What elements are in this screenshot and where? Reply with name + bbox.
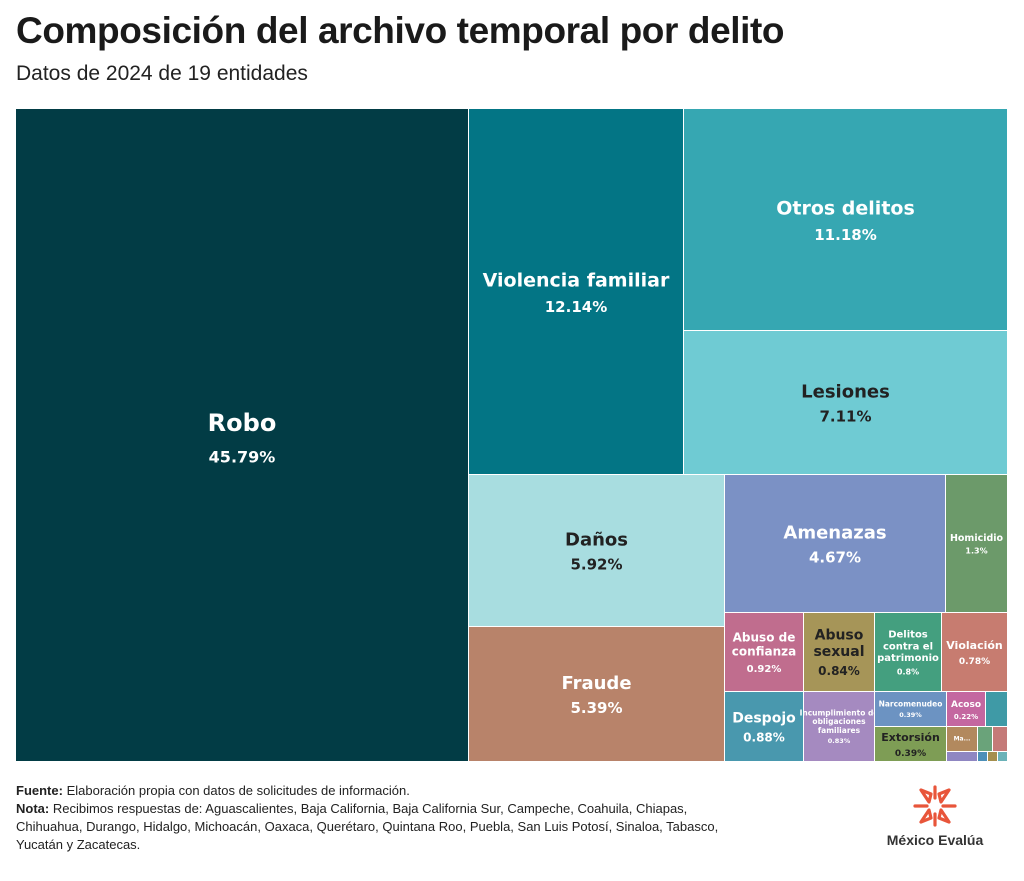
source-line: Fuente: Elaboración propia con datos de … (16, 782, 736, 800)
tile-name-label: sexual (813, 644, 864, 660)
tile-name-label: Otros delitos (776, 198, 915, 220)
tile-despojo (725, 692, 803, 761)
tile-value-label: 5.39% (570, 699, 622, 717)
tile-small-remainder (986, 692, 1007, 726)
chart-title: Composición del archivo temporal por del… (16, 10, 785, 51)
tile-value-label: 5.92% (570, 556, 622, 574)
tile-name-label: Daños (565, 529, 628, 550)
tile-value-label: 0.84% (818, 664, 860, 678)
tile-small-remainder (978, 752, 987, 761)
tile-value-label: 0.78% (959, 657, 990, 667)
tile-lesiones (684, 331, 1007, 474)
tile-value-label: 4.67% (809, 549, 861, 567)
asterisk-star-icon (913, 785, 957, 827)
tile-abuso-sexual (804, 613, 874, 691)
source-text: Elaboración propia con datos de solicitu… (66, 783, 410, 798)
tile-value-label: 0.83% (828, 737, 851, 745)
tile-value-label: 0.22% (954, 713, 978, 721)
tile-name-label: Acoso (951, 700, 981, 710)
tile-amenazas (725, 475, 945, 612)
tile-extorsión (875, 727, 946, 761)
brand-logo: México Evalúa (880, 784, 990, 854)
tile-daños (469, 475, 724, 626)
note-label: Nota: (16, 801, 50, 816)
tile-name-label: Abuso de (733, 631, 796, 645)
tile-name-label: Extorsión (881, 731, 940, 744)
tile-name-label: Fraude (561, 673, 631, 694)
tile-name-label: Narcomenudeo (879, 700, 943, 709)
source-label: Fuente: (16, 783, 63, 798)
note-line: Nota: Recibimos respuestas de: Aguascali… (16, 800, 736, 854)
tile-small-remainder (993, 727, 1007, 751)
tile-name-label: Lesiones (801, 381, 890, 402)
tile-name-label: Robo (208, 409, 277, 437)
footer-notes: Fuente: Elaboración propia con datos de … (16, 782, 736, 854)
tile-value-label: 0.88% (743, 730, 785, 744)
tile-name-label: Ma... (954, 736, 971, 743)
tile-small-remainder (998, 752, 1007, 761)
tile-name-label: Homicidio (950, 533, 1004, 544)
tile-value-label: 1.3% (965, 547, 987, 556)
tile-incumplimiento-de-obligaciones-familiares (804, 692, 874, 761)
tile-name-label: patrimonio (877, 653, 939, 664)
tile-name-label: Delitos (888, 630, 928, 641)
tile-name-label: Violencia familiar (483, 270, 670, 292)
tile-value-label: 0.8% (897, 668, 919, 677)
tile-ma- (947, 727, 977, 751)
tile-homicidio (946, 475, 1007, 612)
treemap-chart: Robo 45.79% Violencia familiar 12.14% Otros … (16, 109, 1007, 761)
tile-name-label: contra el (883, 641, 933, 652)
tile-name-label: familiares (818, 726, 861, 735)
tile-abuso-de-confianza (725, 613, 803, 691)
tile-small-remainder (988, 752, 997, 761)
tile-name-label: Violación (946, 639, 1003, 652)
tile-name-label: Despojo (732, 710, 796, 726)
tile-value-label: 12.14% (545, 298, 607, 316)
tile-value-label: 7.11% (819, 408, 871, 426)
tile-value-label: 0.39% (899, 711, 922, 719)
tile-small-remainder (947, 752, 977, 761)
tile-name-label: confianza (732, 645, 797, 659)
tile-value-label: 11.18% (814, 226, 876, 244)
tile-name-label: obligaciones (812, 717, 866, 726)
tile-small-remainder (978, 727, 992, 751)
tile-name-label: Abuso (815, 628, 864, 644)
tile-acoso (947, 692, 985, 726)
chart-subtitle: Datos de 2024 de 19 entidades (16, 62, 308, 85)
tile-robo (16, 109, 468, 761)
tile-violencia-familiar (469, 109, 683, 474)
brand-name: México Evalúa (886, 832, 984, 848)
tile-name-label: Incumplimiento de (800, 708, 879, 717)
tile-value-label: 0.92% (747, 664, 782, 675)
tile-delitos-contra-el-patrimonio (875, 613, 941, 691)
tile-violación (942, 613, 1007, 691)
tile-narcomenudeo (875, 692, 946, 726)
tile-value-label: 45.79% (209, 447, 276, 466)
tile-fraude (469, 627, 724, 761)
tile-otros-delitos (684, 109, 1007, 330)
tile-name-label: Amenazas (783, 522, 886, 543)
note-text: Recibimos respuestas de: Aguascalientes,… (16, 801, 719, 852)
tile-value-label: 0.39% (895, 749, 926, 759)
